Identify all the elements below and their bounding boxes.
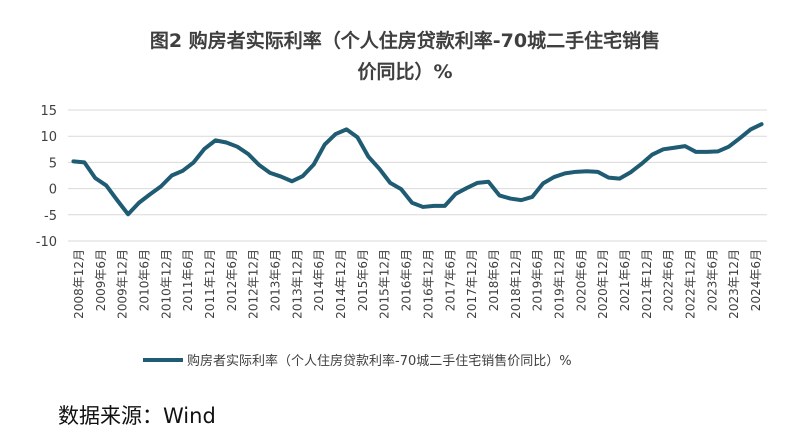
x-tick-label: 2019年12月 <box>553 249 567 319</box>
chart-title-line-1: 图2 购房者实际利率（个人住房贷款利率-70城二手住宅销售 <box>149 30 661 52</box>
x-tick-label: 2016年12月 <box>421 249 435 319</box>
x-tick-label: 2022年6月 <box>662 249 676 311</box>
y-tick-label: 5 <box>49 156 57 171</box>
y-tick-label: 10 <box>40 130 57 145</box>
x-tick-label: 2020年12月 <box>596 249 610 319</box>
series-line <box>71 122 764 217</box>
x-tick-label: 2011年6月 <box>181 249 195 311</box>
y-tick-label: 15 <box>40 104 57 119</box>
x-tick-label: 2009年6月 <box>94 249 108 311</box>
x-tick-label: 2012年12月 <box>247 249 261 319</box>
x-tick-label: 2017年6月 <box>443 249 457 311</box>
x-tick-label: 2010年12月 <box>159 249 173 319</box>
x-tick-label: 2011年12月 <box>203 249 217 319</box>
x-tick-label: 2024年6月 <box>749 249 763 311</box>
x-tick-label: 2020年6月 <box>574 249 588 311</box>
x-tick-label: 2013年6月 <box>269 249 283 311</box>
x-tick-label: 2021年12月 <box>640 249 654 319</box>
x-tick-label: 2015年12月 <box>378 249 392 319</box>
chart-title: 图2 购房者实际利率（个人住房贷款利率-70城二手住宅销售 价同比）% <box>70 26 740 88</box>
x-tick-label: 2019年6月 <box>531 249 545 311</box>
x-tick-label: 2018年12月 <box>509 249 523 319</box>
source-note: 数据来源：Wind <box>58 404 216 428</box>
gridlines <box>68 109 767 242</box>
y-tick-label: 0 <box>49 183 57 198</box>
y-axis-ticks: -10 -5 0 5 10 15 <box>36 104 57 250</box>
x-tick-label: 2016年6月 <box>400 249 414 311</box>
x-tick-label: 2022年12月 <box>684 249 698 319</box>
x-tick-label: 2023年6月 <box>705 249 719 311</box>
y-tick-label: -5 <box>44 209 57 224</box>
legend: 购房者实际利率（个人住房贷款利率-70城二手住宅销售价同比）% <box>143 353 572 369</box>
chart-title-line-2: 价同比）% <box>357 61 453 83</box>
x-tick-label: 2018年6月 <box>487 249 501 311</box>
x-tick-label: 2008年12月 <box>72 249 86 319</box>
x-tick-label: 2014年12月 <box>334 249 348 319</box>
x-axis-ticks: 2008年12月 2009年6月 2009年12月 2010年6月 2010年12月 20… <box>72 249 763 319</box>
legend-label: 购房者实际利率（个人住房贷款利率-70城二手住宅销售价同比）% <box>187 353 572 369</box>
x-tick-label: 2012年6月 <box>225 249 239 311</box>
x-tick-label: 2009年12月 <box>116 249 130 319</box>
x-tick-label: 2010年6月 <box>138 249 152 311</box>
x-tick-label: 2014年6月 <box>312 249 326 311</box>
y-tick-label: -10 <box>36 235 57 250</box>
x-tick-label: 2017年12月 <box>465 249 479 319</box>
x-tick-label: 2023年12月 <box>727 249 741 319</box>
x-tick-label: 2021年6月 <box>618 249 632 311</box>
x-tick-label: 2013年12月 <box>290 249 304 319</box>
x-tick-label: 2015年6月 <box>356 249 370 311</box>
